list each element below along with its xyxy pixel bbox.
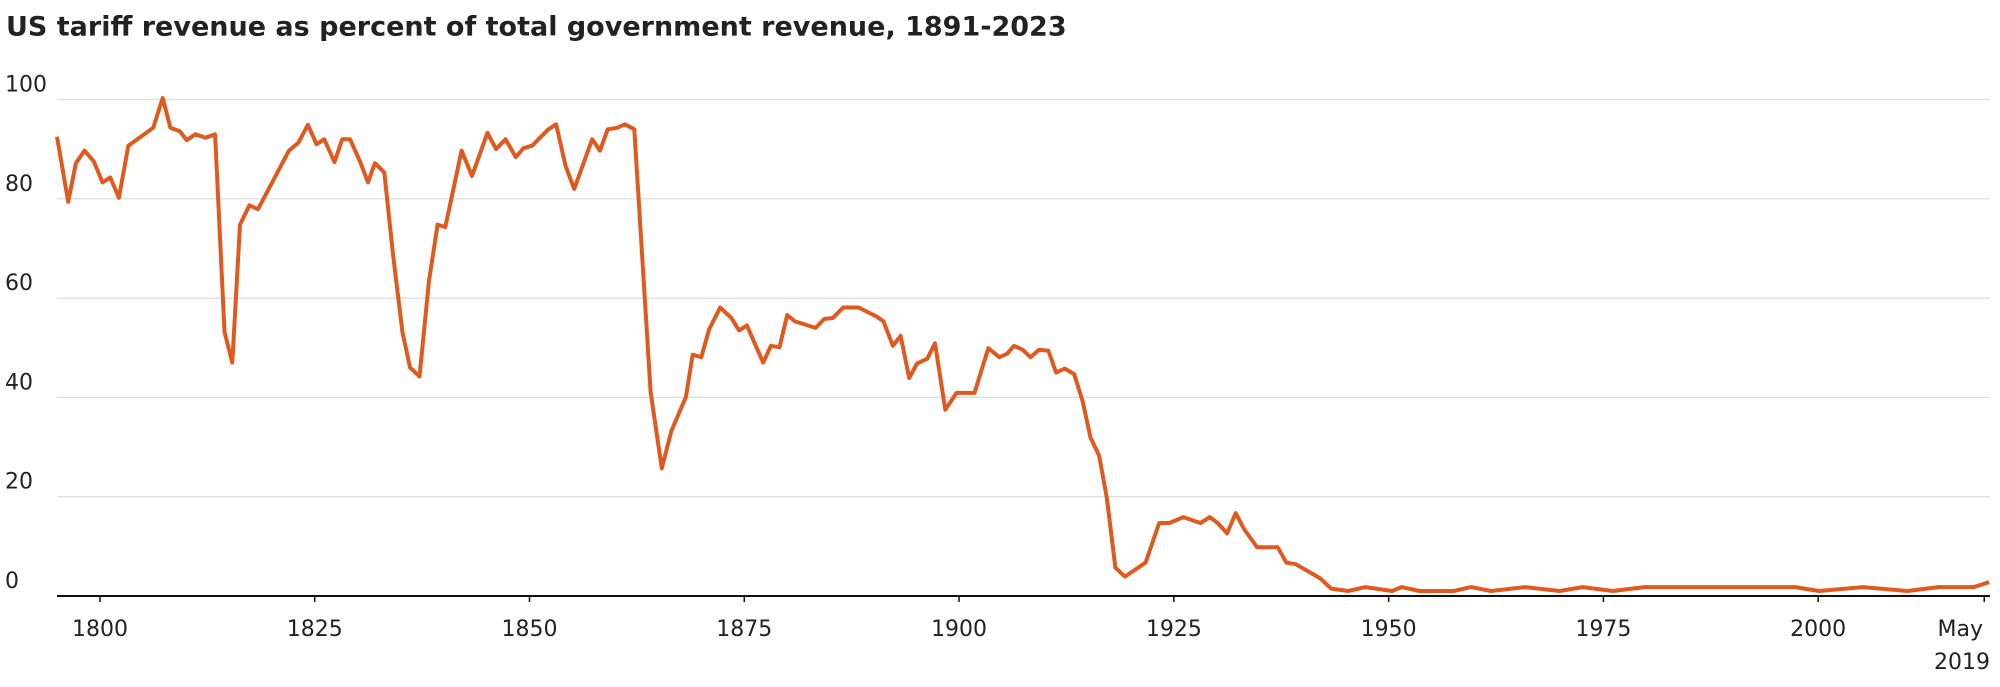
x-tick-label: 1825 [287, 617, 343, 642]
x-tick-label: 1950 [1361, 617, 1417, 642]
x-tick-label: 1850 [502, 617, 558, 642]
x-tick-label: 2000 [1790, 617, 1846, 642]
y-tick-label: 20 [5, 470, 33, 495]
x-tick-label: 1875 [716, 617, 772, 642]
x-tick-label: 1925 [1146, 617, 1202, 642]
y-tick-label: 40 [5, 370, 33, 395]
y-tick-label: 100 [5, 73, 47, 98]
x-tick-label: 1975 [1575, 617, 1631, 642]
y-tick-label: 80 [5, 172, 33, 197]
data-line [55, 96, 1990, 593]
x-tick-label: 1800 [72, 617, 128, 642]
chart-title: US tariff revenue as percent of total go… [6, 12, 1067, 43]
y-tick-label: 60 [5, 271, 33, 296]
y-tick-label: 0 [5, 569, 19, 594]
x-tick-label: 1900 [931, 617, 987, 642]
x-tick-label: May 2019 [1934, 617, 1990, 675]
